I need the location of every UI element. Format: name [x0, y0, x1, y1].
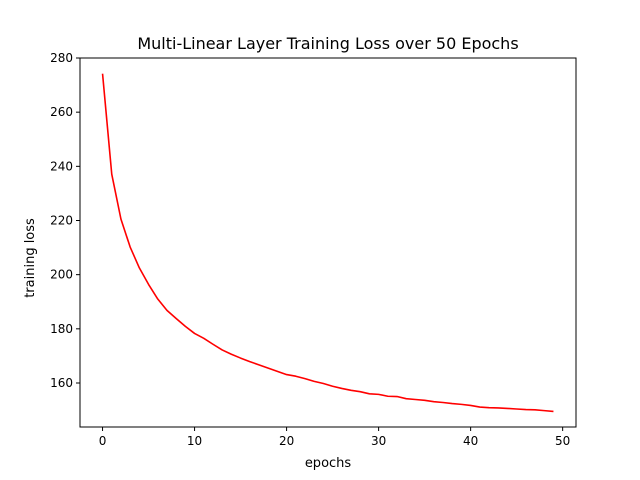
plot-frame: [79, 57, 577, 428]
plot-area: 0 10 20 30 40 50 160 180 200 220 240 260 280: [50, 51, 577, 448]
y-tick-label-260: 260: [50, 105, 73, 119]
x-tick-label-40: 40: [463, 434, 478, 448]
y-tick-label-200: 200: [50, 268, 73, 282]
chart-title: Multi-Linear Layer Training Loss over 50…: [137, 34, 518, 53]
x-tick-label-30: 30: [371, 434, 386, 448]
y-tick-label-160: 160: [50, 376, 73, 390]
series-line-0: [101, 73, 554, 413]
x-tick-label-50: 50: [555, 434, 570, 448]
y-axis-label: training loss: [23, 218, 38, 298]
x-tick-label-0: 0: [99, 434, 107, 448]
x-tick-label-20: 20: [279, 434, 294, 448]
y-tick-label-240: 240: [50, 159, 73, 173]
y-tick-label-220: 220: [50, 213, 73, 227]
x-axis-label: epochs: [305, 456, 352, 471]
x-tick-label-10: 10: [187, 434, 202, 448]
y-tick-label-280: 280: [50, 51, 73, 65]
y-tick-label-180: 180: [50, 322, 73, 336]
